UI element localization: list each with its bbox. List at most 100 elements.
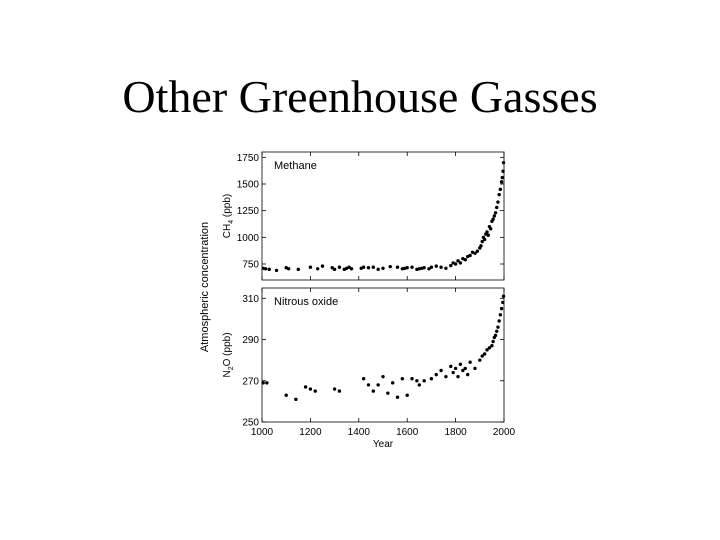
data-point (274, 268, 279, 273)
data-point (501, 294, 506, 298)
data-point (478, 358, 482, 362)
y-tick-label: 1250 (237, 206, 260, 217)
data-point (499, 306, 504, 311)
data-point (422, 266, 426, 270)
data-point (444, 374, 448, 379)
y-axis-label-main: N (222, 370, 233, 377)
data-point (366, 383, 371, 387)
data-point (499, 180, 504, 184)
data-point (332, 267, 337, 272)
data-point (429, 265, 434, 269)
data-point (458, 362, 463, 366)
data-point (449, 263, 453, 268)
data-point (444, 266, 448, 270)
data-point (400, 377, 405, 381)
data-point (410, 377, 414, 381)
x-tick-label: 2000 (493, 427, 516, 438)
data-point (497, 319, 501, 323)
y-tick-label: 250 (242, 418, 259, 429)
data-point (495, 329, 499, 333)
data-point (410, 265, 414, 269)
x-tick-label: 1800 (444, 427, 467, 438)
data-point (427, 267, 431, 271)
y-tick-label: 290 (242, 335, 259, 346)
data-point (422, 379, 426, 383)
data-point (463, 258, 467, 262)
data-point (456, 374, 460, 379)
data-point (434, 264, 438, 268)
x-tick-label: 1000 (251, 427, 274, 438)
data-point (468, 253, 472, 258)
data-point (381, 374, 385, 379)
data-point (461, 368, 465, 373)
data-point (376, 267, 380, 272)
data-point (479, 244, 483, 248)
y-axis-label: CH4 (ppb) (222, 194, 235, 238)
data-point (267, 267, 271, 272)
data-point (486, 233, 490, 237)
y-tick-label: 310 (242, 294, 259, 305)
data-point (366, 266, 371, 270)
data-point (386, 391, 390, 395)
data-point (493, 333, 498, 338)
data-point (453, 262, 458, 266)
data-point (480, 354, 484, 358)
data-point (480, 239, 484, 244)
data-point (485, 348, 489, 352)
data-point (308, 387, 313, 391)
data-point (376, 383, 380, 387)
data-point (405, 266, 409, 270)
data-point (473, 366, 477, 371)
data-point (332, 387, 337, 391)
data-point (337, 265, 342, 269)
data-point (501, 160, 506, 165)
data-point (496, 325, 500, 329)
data-point (449, 364, 453, 369)
data-point (303, 385, 308, 389)
data-point (296, 267, 300, 272)
data-point (388, 264, 392, 269)
panel-title: Nitrous oxide (274, 296, 338, 308)
data-point (496, 200, 500, 204)
data-point (491, 217, 495, 221)
data-point (492, 214, 497, 218)
data-point (337, 389, 342, 393)
methane-panel: Methane 750 1000 1250 1500 1750 CH4 (ppb) (222, 151, 506, 281)
data-point (493, 211, 498, 215)
data-point (498, 187, 503, 192)
y-tick-label: 1500 (237, 180, 260, 191)
data-point (294, 397, 298, 402)
shared-ylabel: Atmospheric concentration (199, 222, 211, 352)
data-point (395, 265, 400, 269)
plot-frame (261, 287, 505, 423)
data-point (456, 259, 460, 263)
data-point (498, 313, 503, 317)
y-tick-label: 1000 (237, 233, 260, 244)
plot-frame (261, 151, 505, 281)
data-point (490, 344, 494, 348)
data-point (371, 389, 376, 393)
data-point (284, 393, 288, 397)
data-point (434, 372, 438, 377)
y-tick-label: 750 (242, 260, 259, 271)
data-point (315, 267, 320, 271)
nitrous-oxide-panel: Nitrous oxide 250 270 290 310 1000 1200 1400 160… (222, 287, 516, 450)
data-point (313, 389, 317, 393)
data-point (475, 249, 480, 253)
slide-title: Other Greenhouse Gasses (122, 71, 598, 122)
data-point (361, 377, 366, 381)
data-point (488, 227, 493, 231)
data-point (395, 395, 400, 399)
greenhouse-figure: Methane 750 1000 1250 1500 1750 CH4 (ppb) Nitr… (190, 140, 520, 455)
data-point (468, 360, 472, 364)
data-point (330, 266, 334, 270)
y-axis-label-main: CH (222, 224, 233, 238)
data-point (308, 265, 313, 269)
x-tick-label: 1600 (396, 427, 419, 438)
data-point (482, 352, 487, 356)
y-axis-label-sub: 4 (228, 220, 235, 224)
y-axis-label: N2O (ppb) (222, 332, 235, 377)
data-point (381, 266, 385, 270)
data-point (349, 267, 354, 271)
data-point (320, 264, 325, 268)
